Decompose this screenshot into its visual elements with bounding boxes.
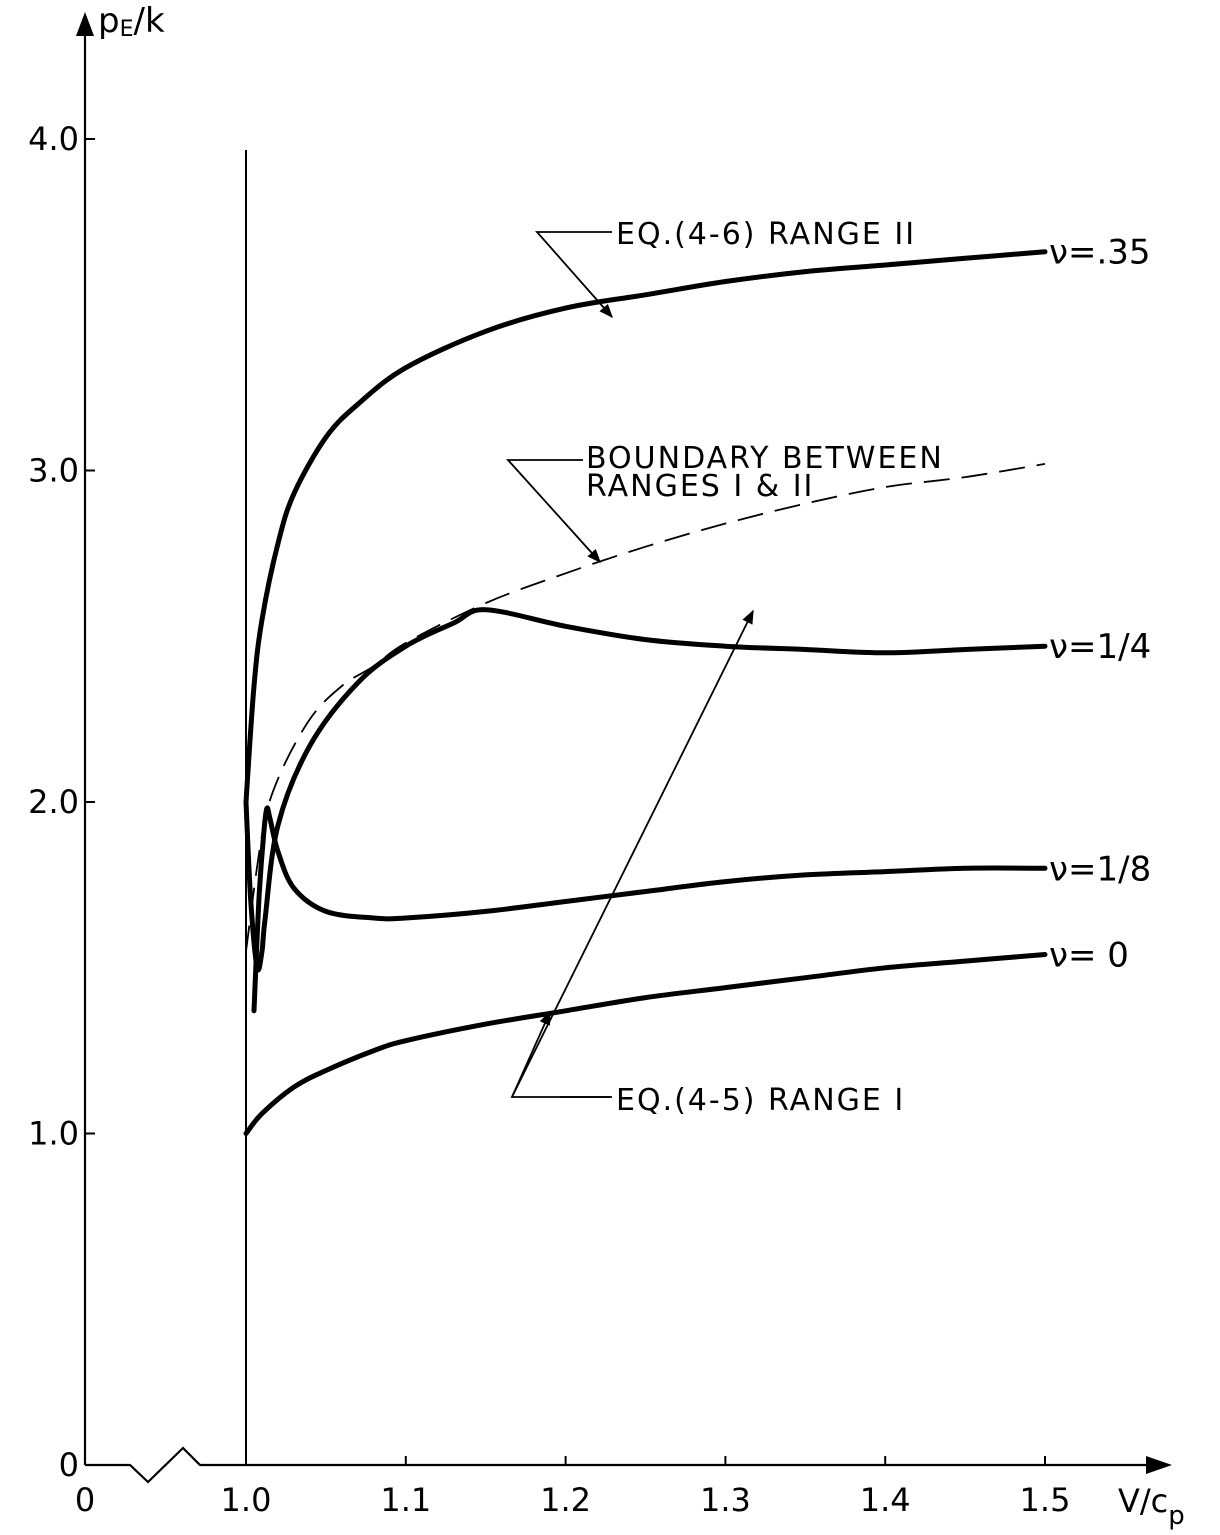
series-label-2: ν=1/8	[1049, 849, 1151, 889]
series-line-4	[245, 463, 1046, 952]
series-label-3: ν= 0	[1049, 935, 1129, 975]
annotation-boundary-line1: BOUNDARY BETWEEN	[586, 441, 944, 476]
y-tick-label-2: 2.0	[28, 783, 79, 821]
x-tick-label-2: 1.1	[380, 1481, 431, 1519]
series-line-2	[251, 805, 1048, 1014]
series-line-1	[243, 607, 1048, 973]
leader-eq45-a	[510, 609, 754, 1098]
x-axis-label: V/cp	[1118, 1482, 1185, 1531]
x-axis-arrow	[1146, 1456, 1172, 1474]
ticks: 0 1.0 1.1 1.2 1.3 1.4 1.5 0 1.0 2.0 3.0 4.0	[28, 120, 1070, 1519]
x-tick-label-6: 1.5	[1020, 1481, 1071, 1519]
y-axis-label: pE/k	[98, 1, 165, 42]
x-tick-label-5: 1.4	[860, 1481, 911, 1519]
series-line-0	[243, 249, 1048, 805]
y-tick-label-3: 3.0	[28, 452, 79, 490]
leader-eq45-b	[511, 1012, 610, 1098]
x-tick-label-1: 1.0	[221, 1481, 272, 1519]
leaders	[505, 231, 754, 1098]
series-label-0: ν=.35	[1049, 233, 1151, 273]
y-tick-label-0: 0	[59, 1446, 79, 1484]
x-tick-label-0: 0	[75, 1481, 95, 1519]
annotation-eq46: EQ.(4-6) RANGE II	[616, 217, 916, 252]
x-tick-label-3: 1.2	[540, 1481, 591, 1519]
leader-boundary	[505, 459, 601, 564]
series-label-1: ν=1/4	[1049, 627, 1151, 667]
y-axis-arrow	[76, 12, 94, 36]
series: ν=.35 ν=1/4 ν=1/8 ν= 0	[243, 233, 1151, 1136]
annotation-boundary-line2: RANGES I & II	[586, 469, 814, 504]
y-tick-label-1: 1.0	[28, 1115, 79, 1153]
leader-eq46	[535, 231, 613, 319]
x-axis	[85, 1446, 1150, 1484]
y-tick-label-4: 4.0	[28, 120, 79, 158]
x-tick-label-4: 1.3	[700, 1481, 751, 1519]
annotation-eq45: EQ.(4-5) RANGE I	[616, 1083, 905, 1118]
